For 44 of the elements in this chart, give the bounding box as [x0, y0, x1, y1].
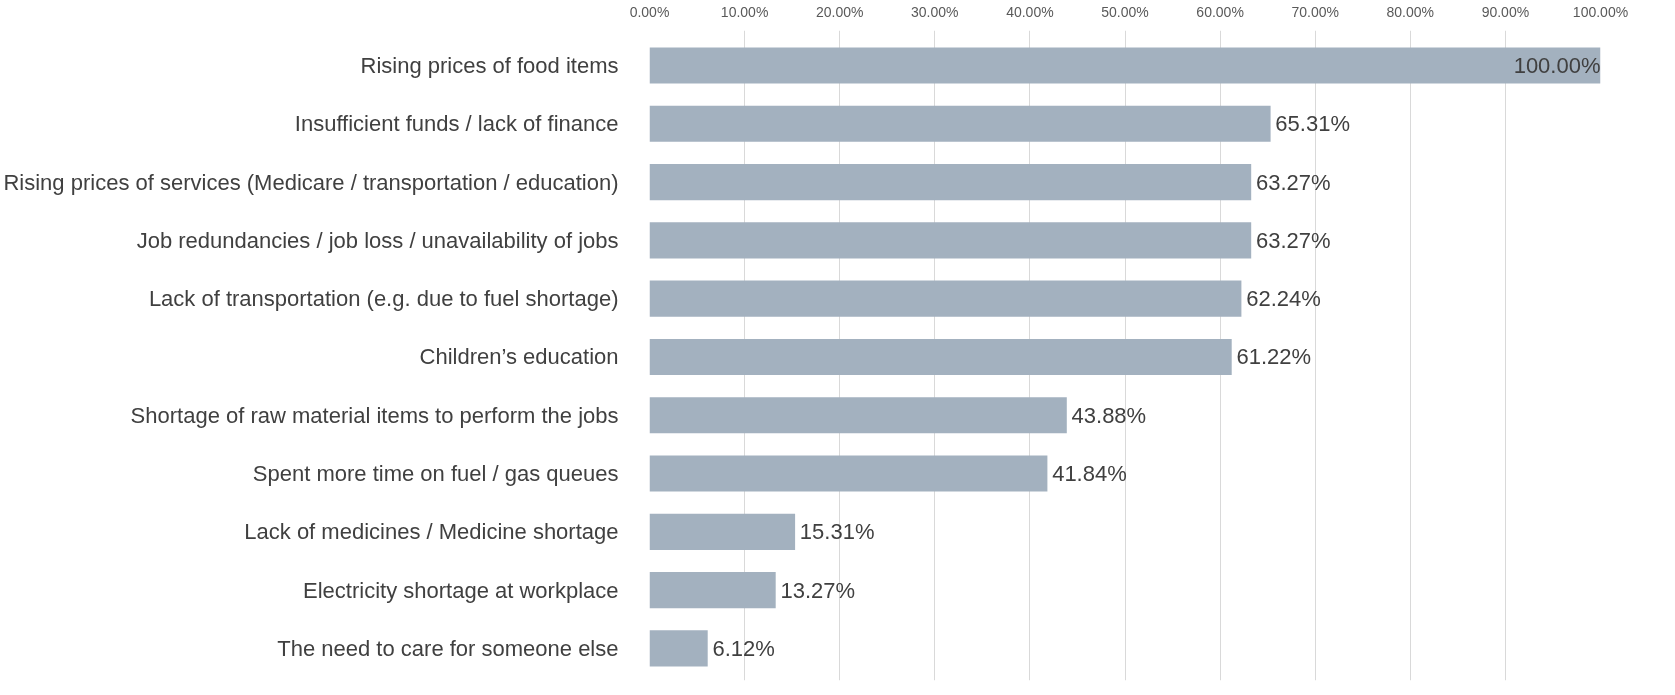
x-tick-label: 30.00%	[911, 3, 959, 20]
y-tick-label: Shortage of raw material items to perform the jobs	[130, 402, 619, 428]
x-tick-label: 100.00%	[1572, 3, 1629, 20]
data-label: 41.84%	[1052, 461, 1127, 487]
y-tick-label: Children’s education	[419, 344, 619, 370]
x-tick-label: 80.00%	[1386, 3, 1435, 20]
y-tick-label: Insufficient funds / lack of finance	[294, 111, 619, 137]
data-label: 100.00%	[1513, 52, 1601, 78]
x-tick-label: 40.00%	[1006, 3, 1054, 20]
x-tick-label: 90.00%	[1481, 3, 1530, 20]
bar	[649, 513, 796, 550]
data-label: 43.88%	[1071, 402, 1147, 428]
y-tick-label: Rising prices of services (Medicare / transportation / education)	[3, 169, 619, 195]
y-tick-label: Lack of medicines / Medicine shortage	[244, 519, 619, 545]
data-label: 6.12%	[712, 635, 775, 661]
bar	[649, 164, 1252, 201]
data-label: 63.27%	[1255, 169, 1331, 195]
bar	[649, 572, 776, 609]
x-tick-label: 20.00%	[815, 3, 864, 20]
bar	[649, 338, 1232, 376]
y-tick-label: Electricity shortage at workplace	[303, 577, 619, 603]
bar	[649, 280, 1242, 317]
data-label: 62.24%	[1246, 286, 1321, 312]
y-tick-label: Lack of transportation (e.g. due to fuel shortage)	[148, 286, 619, 312]
x-tick-label: 0.00%	[629, 3, 670, 20]
x-tick-label: 10.00%	[720, 3, 769, 20]
bar	[649, 455, 1048, 492]
x-tick-label: 60.00%	[1196, 3, 1244, 20]
bar	[649, 397, 1067, 434]
data-label: 61.22%	[1236, 344, 1312, 370]
y-tick-label: Spent more time on fuel / gas queues	[252, 461, 619, 487]
bar	[649, 630, 708, 667]
bar	[649, 105, 1271, 142]
y-tick-label: Rising prices of food items	[360, 52, 619, 78]
x-tick-label: 50.00%	[1101, 3, 1149, 20]
data-label: 65.31%	[1275, 111, 1350, 137]
bar	[649, 222, 1252, 259]
data-label: 63.27%	[1255, 227, 1331, 253]
y-tick-label: The need to care for someone else	[277, 635, 619, 661]
y-tick-label: Job redundancies / job loss / unavailability of jobs	[136, 227, 619, 253]
x-tick-label: 70.00%	[1291, 3, 1339, 20]
bar	[649, 47, 1601, 84]
data-label: 13.27%	[780, 577, 856, 603]
data-label: 15.31%	[799, 519, 875, 545]
